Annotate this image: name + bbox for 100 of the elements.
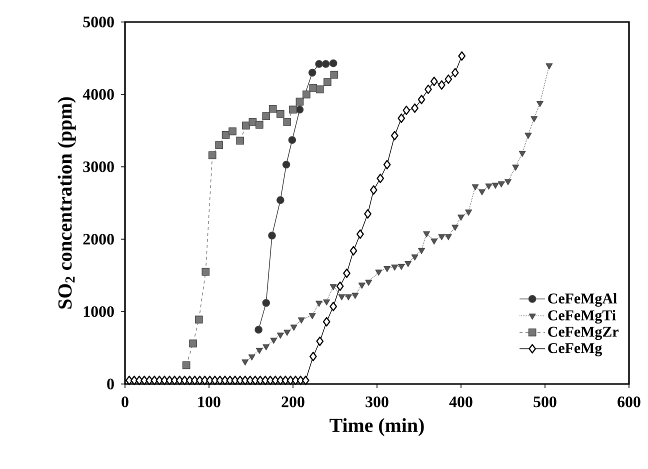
point [282,376,290,386]
point [465,210,472,216]
point [276,110,284,118]
point [336,282,344,291]
legend-label: CeFeMgZr [548,326,618,340]
point [248,118,257,126]
point [201,376,208,386]
point [329,59,338,68]
point [276,332,284,339]
point [418,248,425,254]
point [256,376,264,386]
point [546,63,553,70]
point [518,150,526,157]
point [384,266,391,272]
point [302,90,310,98]
point [424,84,432,94]
point [423,231,430,238]
point [438,234,446,240]
point [478,189,486,196]
point [370,185,378,195]
point [316,336,324,346]
y-tick-label: 4000 [82,89,114,100]
point [323,299,330,306]
y-tick-label: 0 [107,378,114,390]
point [398,114,406,124]
point [292,376,300,386]
point [202,268,210,276]
point [136,376,143,386]
point [364,209,372,219]
point [330,70,338,79]
x-tick-label: 300 [366,396,388,408]
point [288,136,296,144]
legend-label: CeFeMgAl [548,293,617,307]
point [182,361,190,370]
point [390,130,398,140]
point [418,94,426,104]
point [485,183,492,190]
point [268,104,277,113]
point [296,376,304,386]
point [256,348,263,354]
y-tick-label: 2000 [83,234,114,245]
y-tick-label: 3000 [83,161,114,172]
point [430,238,438,245]
point [242,122,250,130]
point [376,174,384,184]
point [216,376,224,386]
legend-label: CeFeMg [548,343,602,356]
point [338,294,346,300]
point [290,324,298,331]
point [276,376,284,386]
point [262,298,270,307]
x-tick-label: 500 [534,396,556,408]
x-tick-label: 600 [618,396,640,408]
point [330,302,338,312]
point [458,51,466,61]
point [309,84,318,92]
point [191,376,198,386]
point [316,300,322,307]
point [512,164,520,171]
point [296,98,304,106]
x-axis-title: Time (min) [330,418,424,436]
point [282,160,290,169]
point [208,151,216,160]
point [170,376,178,386]
point [222,131,230,139]
point [343,268,350,278]
point [156,376,164,386]
point [221,376,229,386]
point [289,106,297,114]
x-tick-label: 400 [449,396,472,408]
point [194,316,203,324]
point [276,196,284,204]
point [255,120,264,129]
point [530,116,538,122]
point [236,136,244,145]
point [248,354,256,360]
point [270,338,278,344]
point [316,85,324,94]
point [451,68,459,78]
point [472,184,479,190]
point [324,78,332,86]
point [215,141,224,150]
point [302,376,310,386]
point [298,317,305,324]
point [411,254,418,261]
point [166,376,174,386]
point [411,103,418,113]
point [498,181,505,188]
point [308,68,316,77]
point [296,106,304,114]
y-tick-label: 1000 [84,306,114,317]
point [160,376,168,386]
point [383,160,391,170]
point [444,234,452,240]
point [283,118,292,126]
point [536,100,544,108]
point [352,292,359,299]
point [322,60,330,68]
point [262,376,269,386]
point [391,264,398,271]
